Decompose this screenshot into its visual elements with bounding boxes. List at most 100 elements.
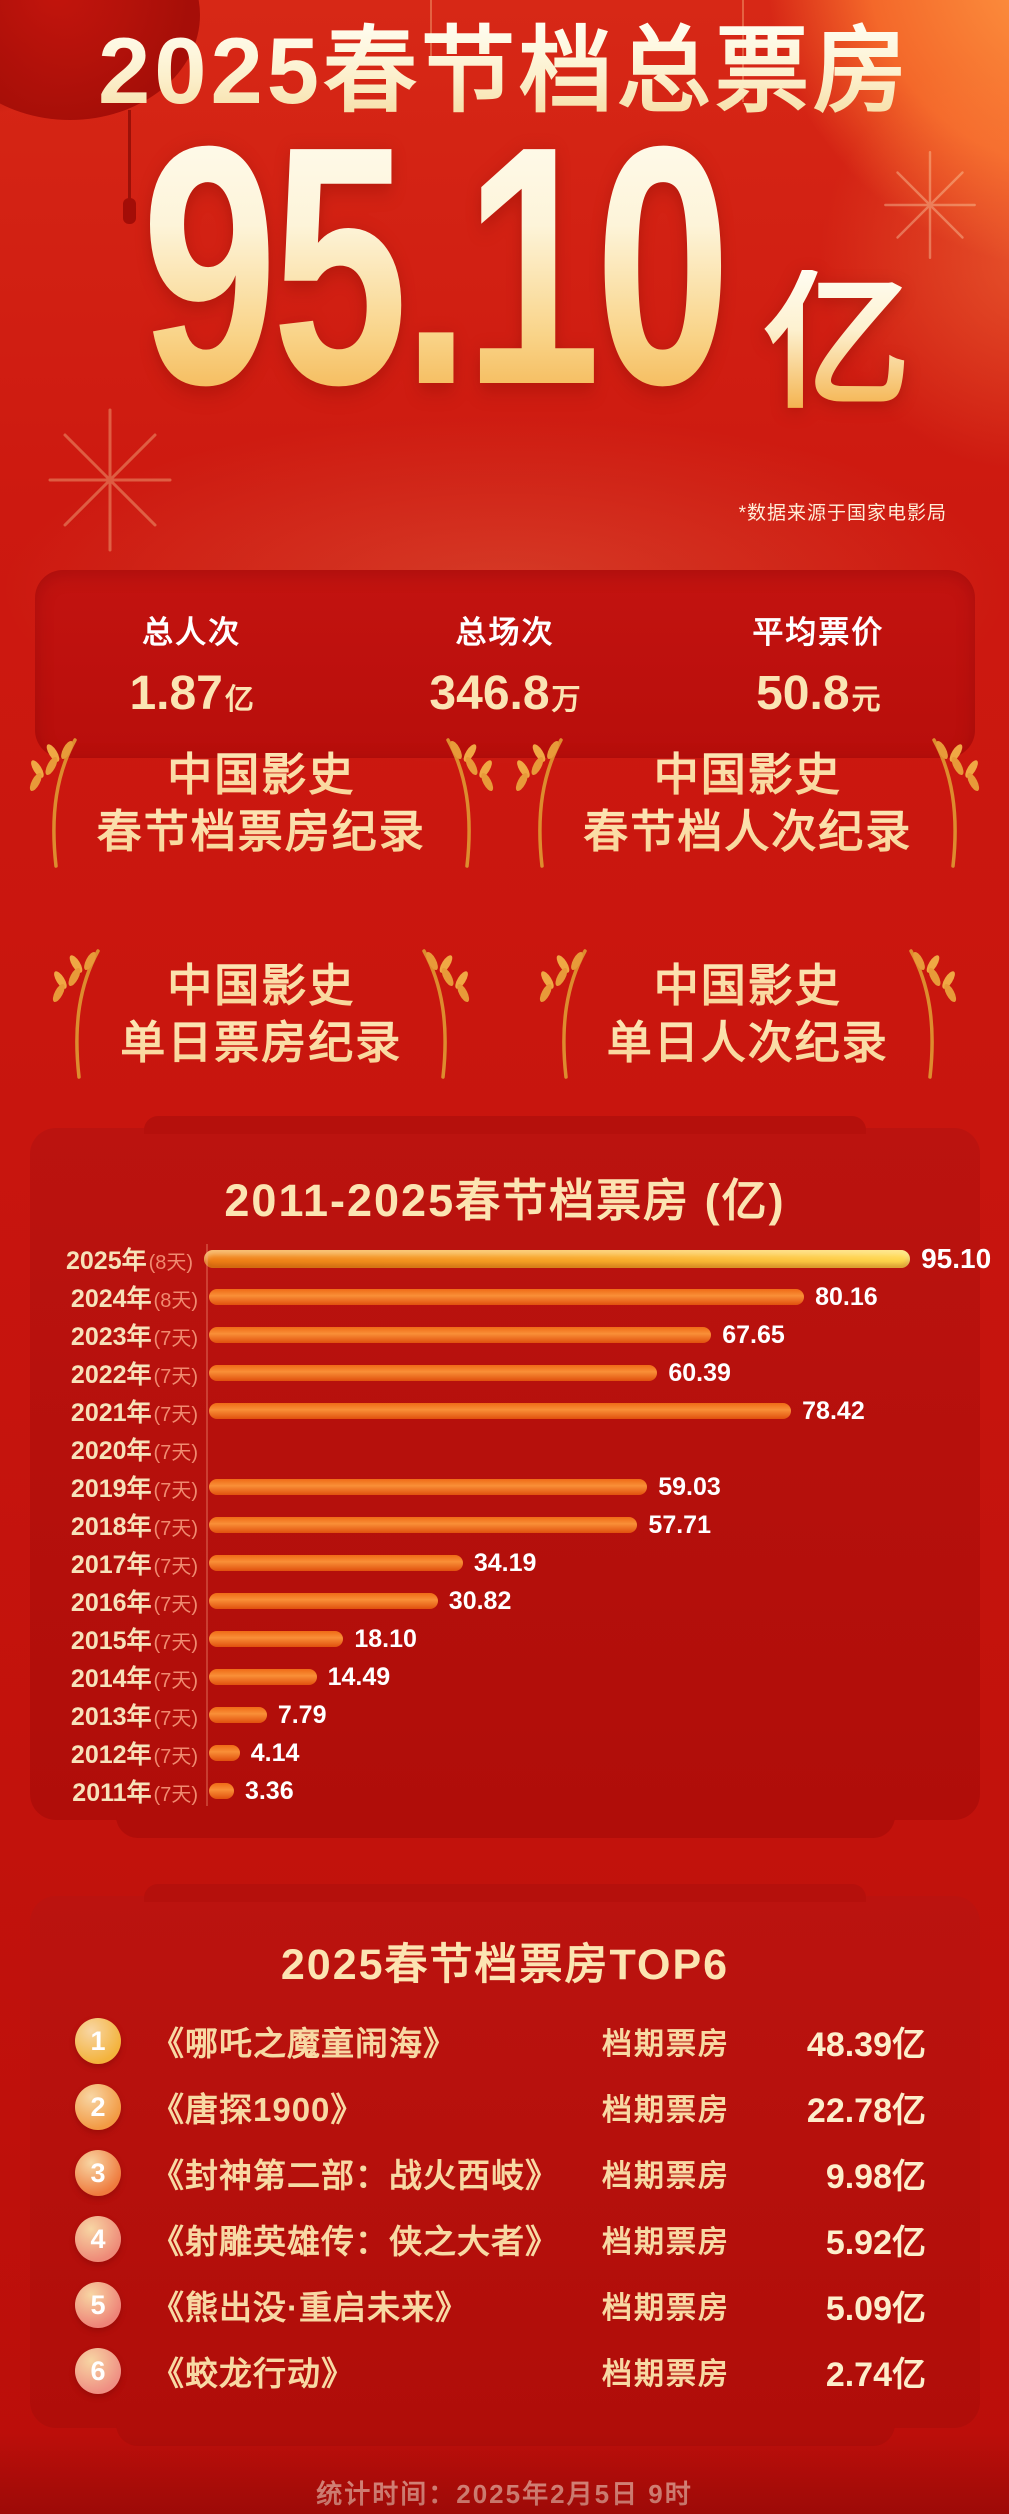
year-text: 2021年 xyxy=(70,1399,152,1427)
stat-column: 总人次 1.87亿 xyxy=(35,607,348,721)
chart-row: 2018年 (7天) 57.71 xyxy=(66,1506,950,1544)
period-boxoffice-label: 档期票房 xyxy=(602,2226,730,2259)
chart-year-label: 2015年 (7天) xyxy=(66,1621,206,1657)
stat-column: 平均票价 50.8元 xyxy=(662,607,975,721)
wheat-laurel-icon xyxy=(516,737,563,868)
days-text: (7天) xyxy=(153,1442,198,1464)
chart-bar xyxy=(209,1745,240,1761)
year-text: 2011年 xyxy=(72,1779,152,1807)
chart-plot: 3.36 xyxy=(206,1777,950,1806)
page-title: 2025春节档总票房 xyxy=(0,22,1009,120)
rank-badge: 5 xyxy=(75,2282,121,2328)
days-text: (7天) xyxy=(153,1480,198,1502)
stat-unit: 元 xyxy=(851,684,881,716)
record-item: 中国影史 春节档人次纪录 xyxy=(505,728,992,877)
days-text: (7天) xyxy=(153,1708,198,1730)
wheat-laurel-icon xyxy=(932,737,980,868)
chart-plot: 34.19 xyxy=(206,1549,950,1578)
chart-value: 78.42 xyxy=(802,1396,865,1425)
chart-value: 59.03 xyxy=(658,1472,721,1501)
top6-panel: 2025春节档票房TOP6 1 《哪吒之魔童闹海》 档期票房 48.39亿 2 《唐探19… xyxy=(30,1880,980,2446)
chart-bar xyxy=(209,1631,344,1647)
stats-panel: 总人次 1.87亿 总场次 346.8万 平均票价 50.8元 xyxy=(35,570,975,758)
wheat-laurel-icon xyxy=(422,948,470,1079)
movie-title: 《哪吒之魔童闹海》 xyxy=(151,2025,457,2062)
chart-bar xyxy=(209,1783,234,1799)
chart-year-label: 2023年 (7天) xyxy=(66,1317,206,1353)
period-boxoffice-value: 22.78亿 xyxy=(806,2091,926,2130)
record-line2: 春节档人次纪录 xyxy=(583,803,912,860)
data-source-note: *数据来源于国家电影局 xyxy=(738,503,947,524)
record-line2: 单日票房纪录 xyxy=(120,1014,402,1071)
days-text: (8天) xyxy=(148,1252,194,1274)
chart-plot: 4.14 xyxy=(206,1739,950,1768)
days-text: (7天) xyxy=(153,1594,198,1616)
chart-row: 2015年 (7天) 18.10 xyxy=(66,1620,950,1658)
chart-bar xyxy=(209,1593,438,1609)
record-text: 中国影史 单日人次纪录 xyxy=(607,957,889,1071)
chart-plot: 67.65 xyxy=(206,1321,950,1350)
chart-year-label: 2018年 (7天) xyxy=(66,1507,206,1543)
movie-title: 《射雕英雄传：侠之大者》 xyxy=(151,2223,559,2260)
period-boxoffice-label: 档期票房 xyxy=(602,2160,730,2193)
chart-year-label: 2014年 (7天) xyxy=(66,1659,206,1695)
period-boxoffice-value: 5.09亿 xyxy=(825,2289,926,2328)
firework-icon xyxy=(884,150,976,260)
period-boxoffice-label: 档期票房 xyxy=(602,2094,730,2127)
chart-year-label: 2016年 (7天) xyxy=(66,1583,206,1619)
record-text: 中国影史 春节档人次纪录 xyxy=(583,746,912,860)
chart-row: 2016年 (7天) 30.82 xyxy=(66,1582,950,1620)
top6-row: 1 《哪吒之魔童闹海》 档期票房 48.39亿 xyxy=(75,2008,926,2074)
days-text: (8天) xyxy=(153,1290,198,1312)
days-text: (7天) xyxy=(153,1518,198,1540)
top6-row: 4 《射雕英雄传：侠之大者》 档期票房 5.92亿 xyxy=(75,2206,926,2272)
chart-bar xyxy=(209,1669,317,1685)
days-text: (7天) xyxy=(153,1404,198,1426)
top6-rows: 1 《哪吒之魔童闹海》 档期票房 48.39亿 2 《唐探1900》 档期票房 22.78亿 3… xyxy=(75,2008,926,2404)
record-text: 中国影史 春节档票房纪录 xyxy=(97,746,426,860)
chart-row: 2014年 (7天) 14.49 xyxy=(66,1658,950,1696)
days-text: (7天) xyxy=(153,1328,198,1350)
chart-plot: 30.82 xyxy=(206,1587,950,1616)
chart-value: 67.65 xyxy=(722,1320,785,1349)
rank-badge: 4 xyxy=(75,2216,121,2262)
wheat-laurel-icon xyxy=(446,737,493,868)
chart-row: 2017年 (7天) 34.19 xyxy=(66,1544,950,1582)
movie-title: 《唐探1900》 xyxy=(151,2091,365,2128)
chart-plot: 95.10 xyxy=(201,1243,991,1275)
chart-bar xyxy=(209,1707,267,1723)
chart-bar xyxy=(209,1479,648,1495)
chart-bar xyxy=(204,1250,911,1268)
days-text: (7天) xyxy=(153,1784,198,1806)
chart-value: 7.79 xyxy=(277,1700,327,1729)
records-grid: 中国影史 春节档票房纪录 中国影史 春节档人次纪录中国影史 单日票房纪录 中国影史 单日人次… xyxy=(0,728,1009,1088)
year-text: 2022年 xyxy=(70,1361,152,1389)
firework-icon xyxy=(48,408,172,552)
chart-year-label: 2021年 (7天) xyxy=(66,1393,206,1429)
movie-title: 《封神第二部：战火西岐》 xyxy=(151,2157,559,2194)
period-boxoffice-value: 9.98亿 xyxy=(825,2157,926,2196)
wheat-laurel-icon xyxy=(29,737,77,868)
year-text: 2023年 xyxy=(70,1323,152,1351)
lantern-string-icon xyxy=(742,0,744,102)
chart-row: 2019年 (7天) 59.03 xyxy=(66,1468,950,1506)
stat-label: 总人次 xyxy=(142,615,242,650)
period-boxoffice-label: 档期票房 xyxy=(602,2358,730,2391)
days-text: (7天) xyxy=(153,1670,198,1692)
chart-plot: 80.16 xyxy=(206,1283,950,1312)
record-line1: 中国影史 xyxy=(120,957,402,1014)
year-text: 2017年 xyxy=(70,1551,152,1579)
days-text: (7天) xyxy=(153,1556,198,1578)
chart-title: 2011-2025春节档票房 (亿) xyxy=(224,1175,786,1226)
lantern-tassel-icon xyxy=(123,110,136,224)
chart-value: 14.49 xyxy=(327,1662,391,1691)
stat-label: 平均票价 xyxy=(752,615,885,650)
total-box-office: 95.10 亿 xyxy=(0,96,1009,436)
record-line2: 春节档票房纪录 xyxy=(97,803,426,860)
chart-value: 4.14 xyxy=(250,1738,300,1767)
stat-value: 50.8元 xyxy=(756,667,881,720)
year-text: 2015年 xyxy=(70,1627,152,1655)
movie-title: 《蛟龙行动》 xyxy=(151,2355,355,2392)
chart-year-label: 2017年 (7天) xyxy=(66,1545,206,1581)
rank-badge: 3 xyxy=(75,2150,121,2196)
